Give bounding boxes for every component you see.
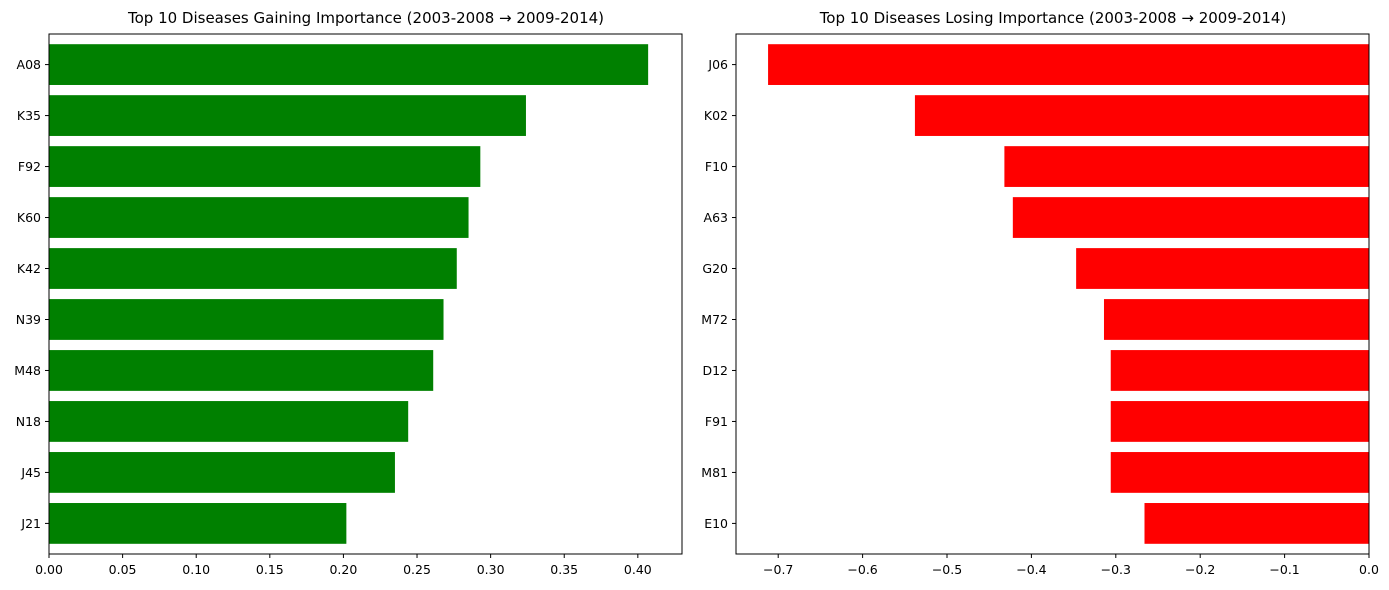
gaining-bar-k60 bbox=[49, 197, 469, 238]
gaining-xtick-label: 0.25 bbox=[403, 562, 431, 577]
losing-ytick-label: M72 bbox=[701, 312, 728, 327]
gaining-ytick-label: J45 bbox=[20, 465, 41, 480]
losing-ytick-label: E10 bbox=[704, 516, 728, 531]
losing-chart: Top 10 Diseases Losing Importance (2003-… bbox=[701, 9, 1379, 577]
gaining-bar-m48 bbox=[49, 350, 434, 391]
losing-xtick-label: −0.3 bbox=[1101, 562, 1131, 577]
gaining-ytick-label: K42 bbox=[17, 261, 41, 276]
gaining-bar-n39 bbox=[49, 299, 444, 340]
gaining-chart: Top 10 Diseases Gaining Importance (2003… bbox=[14, 9, 683, 577]
losing-xtick-label: −0.4 bbox=[1016, 562, 1046, 577]
losing-xtick-label: −0.1 bbox=[1269, 562, 1299, 577]
gaining-xtick-label: 0.00 bbox=[35, 562, 63, 577]
gaining-ytick-label: N18 bbox=[16, 414, 41, 429]
gaining-ytick-label: J21 bbox=[20, 516, 41, 531]
gaining-chart-title: Top 10 Diseases Gaining Importance (2003… bbox=[127, 9, 604, 27]
gaining-bar-j21 bbox=[49, 503, 347, 544]
gaining-xtick-label: 0.15 bbox=[256, 562, 284, 577]
gaining-ytick-label: N39 bbox=[16, 312, 41, 327]
gaining-xtick-label: 0.20 bbox=[329, 562, 357, 577]
losing-ytick-label: D12 bbox=[702, 363, 728, 378]
losing-ytick-label: F10 bbox=[705, 159, 728, 174]
gaining-bar-f92 bbox=[49, 146, 481, 187]
losing-xtick-label: −0.2 bbox=[1185, 562, 1215, 577]
losing-bar-d12 bbox=[1110, 350, 1369, 391]
gaining-xtick-label: 0.35 bbox=[550, 562, 578, 577]
losing-ytick-label: F91 bbox=[705, 414, 728, 429]
losing-ytick-label: G20 bbox=[702, 261, 728, 276]
losing-bar-j06 bbox=[768, 44, 1369, 85]
gaining-axes-frame bbox=[48, 33, 683, 555]
gaining-bar-j45 bbox=[49, 452, 395, 493]
losing-bar-g20 bbox=[1076, 248, 1369, 289]
losing-ytick-label: M81 bbox=[701, 465, 728, 480]
losing-xtick-label: −0.5 bbox=[932, 562, 962, 577]
gaining-ytick-label: M48 bbox=[14, 363, 41, 378]
losing-bar-m72 bbox=[1103, 299, 1369, 340]
gaining-bar-k42 bbox=[49, 248, 457, 289]
losing-xtick-label: −0.7 bbox=[763, 562, 793, 577]
gaining-ytick-label: K35 bbox=[17, 108, 41, 123]
gaining-xtick-label: 0.30 bbox=[477, 562, 505, 577]
gaining-bar-a08 bbox=[49, 44, 649, 85]
losing-xtick-label: 0.0 bbox=[1359, 562, 1379, 577]
losing-bar-a63 bbox=[1012, 197, 1369, 238]
losing-bar-m81 bbox=[1110, 452, 1369, 493]
gaining-ytick-label: F92 bbox=[18, 159, 41, 174]
gaining-bar-n18 bbox=[49, 401, 409, 442]
losing-bar-e10 bbox=[1144, 503, 1369, 544]
losing-bar-k02 bbox=[914, 95, 1369, 136]
gaining-ytick-label: K60 bbox=[17, 210, 41, 225]
gaining-ytick-label: A08 bbox=[17, 57, 42, 72]
losing-chart-title: Top 10 Diseases Losing Importance (2003-… bbox=[819, 9, 1287, 27]
gaining-xtick-label: 0.05 bbox=[109, 562, 137, 577]
losing-bar-f91 bbox=[1110, 401, 1369, 442]
losing-axes-frame bbox=[735, 33, 1370, 555]
losing-ytick-label: J06 bbox=[707, 57, 728, 72]
gaining-bar-k35 bbox=[49, 95, 526, 136]
losing-xtick-label: −0.6 bbox=[847, 562, 877, 577]
losing-ytick-label: A63 bbox=[704, 210, 728, 225]
gaining-xtick-label: 0.10 bbox=[182, 562, 210, 577]
gaining-xtick-label: 0.40 bbox=[624, 562, 652, 577]
losing-ytick-label: K02 bbox=[704, 108, 728, 123]
losing-bar-f10 bbox=[1004, 146, 1369, 187]
